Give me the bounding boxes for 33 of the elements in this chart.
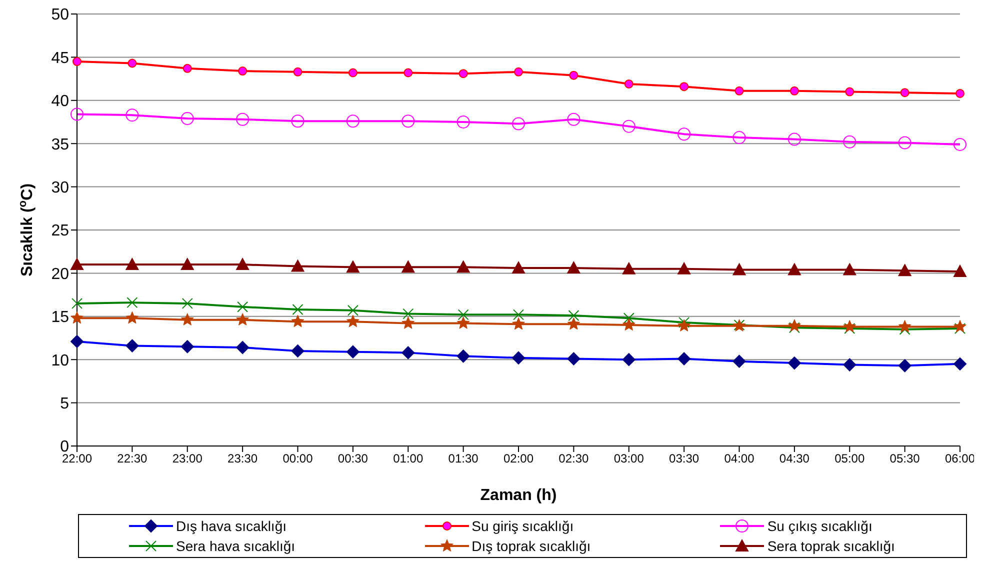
legend-label: Su çıkış sıcaklığı bbox=[767, 518, 872, 534]
y-tick-label: 45 bbox=[51, 50, 70, 67]
x-tick-label: 00:30 bbox=[338, 452, 368, 466]
y-tick-label: 5 bbox=[60, 395, 70, 412]
legend-label: Su giriş sıcaklığı bbox=[472, 518, 574, 534]
x-tick-label: 23:30 bbox=[228, 452, 258, 466]
y-tick-label: 20 bbox=[51, 266, 70, 283]
y-tick-label: 35 bbox=[51, 136, 70, 154]
y-tick-label: 10 bbox=[51, 352, 70, 370]
legend-label: Sera toprak sıcaklığı bbox=[767, 538, 895, 554]
y-tick-label: 25 bbox=[51, 222, 70, 240]
y-tick-label: 15 bbox=[51, 309, 70, 326]
x-tick-label: 04:30 bbox=[779, 452, 810, 466]
legend-label: Sera hava sıcaklığı bbox=[176, 538, 296, 554]
x-tick-label: 22:00 bbox=[62, 452, 92, 466]
y-tick-label: 30 bbox=[51, 179, 70, 196]
x-axis-title: Zaman (h) bbox=[480, 487, 557, 504]
x-tick-label: 22:30 bbox=[117, 452, 148, 466]
y-tick-label: 40 bbox=[51, 93, 70, 110]
legend-label: Dış hava sıcaklığı bbox=[176, 518, 286, 534]
x-tick-label: 02:00 bbox=[503, 452, 534, 466]
x-tick-label: 02:30 bbox=[558, 452, 590, 466]
x-tick-label: 01:00 bbox=[393, 452, 424, 466]
legend-label: Dış toprak sıcaklığı bbox=[472, 538, 591, 554]
x-tick-label: 05:00 bbox=[834, 452, 865, 466]
x-tick-label: 03:30 bbox=[669, 452, 700, 466]
x-tick-label: 04:00 bbox=[724, 452, 755, 466]
x-tick-label: 03:00 bbox=[614, 452, 644, 466]
y-tick-label: 50 bbox=[51, 6, 70, 24]
x-tick-label: 01:30 bbox=[448, 452, 479, 466]
x-tick-label: 23:00 bbox=[172, 452, 203, 466]
x-tick-label: 00:00 bbox=[282, 452, 314, 466]
x-tick-label: 05:30 bbox=[890, 452, 920, 466]
